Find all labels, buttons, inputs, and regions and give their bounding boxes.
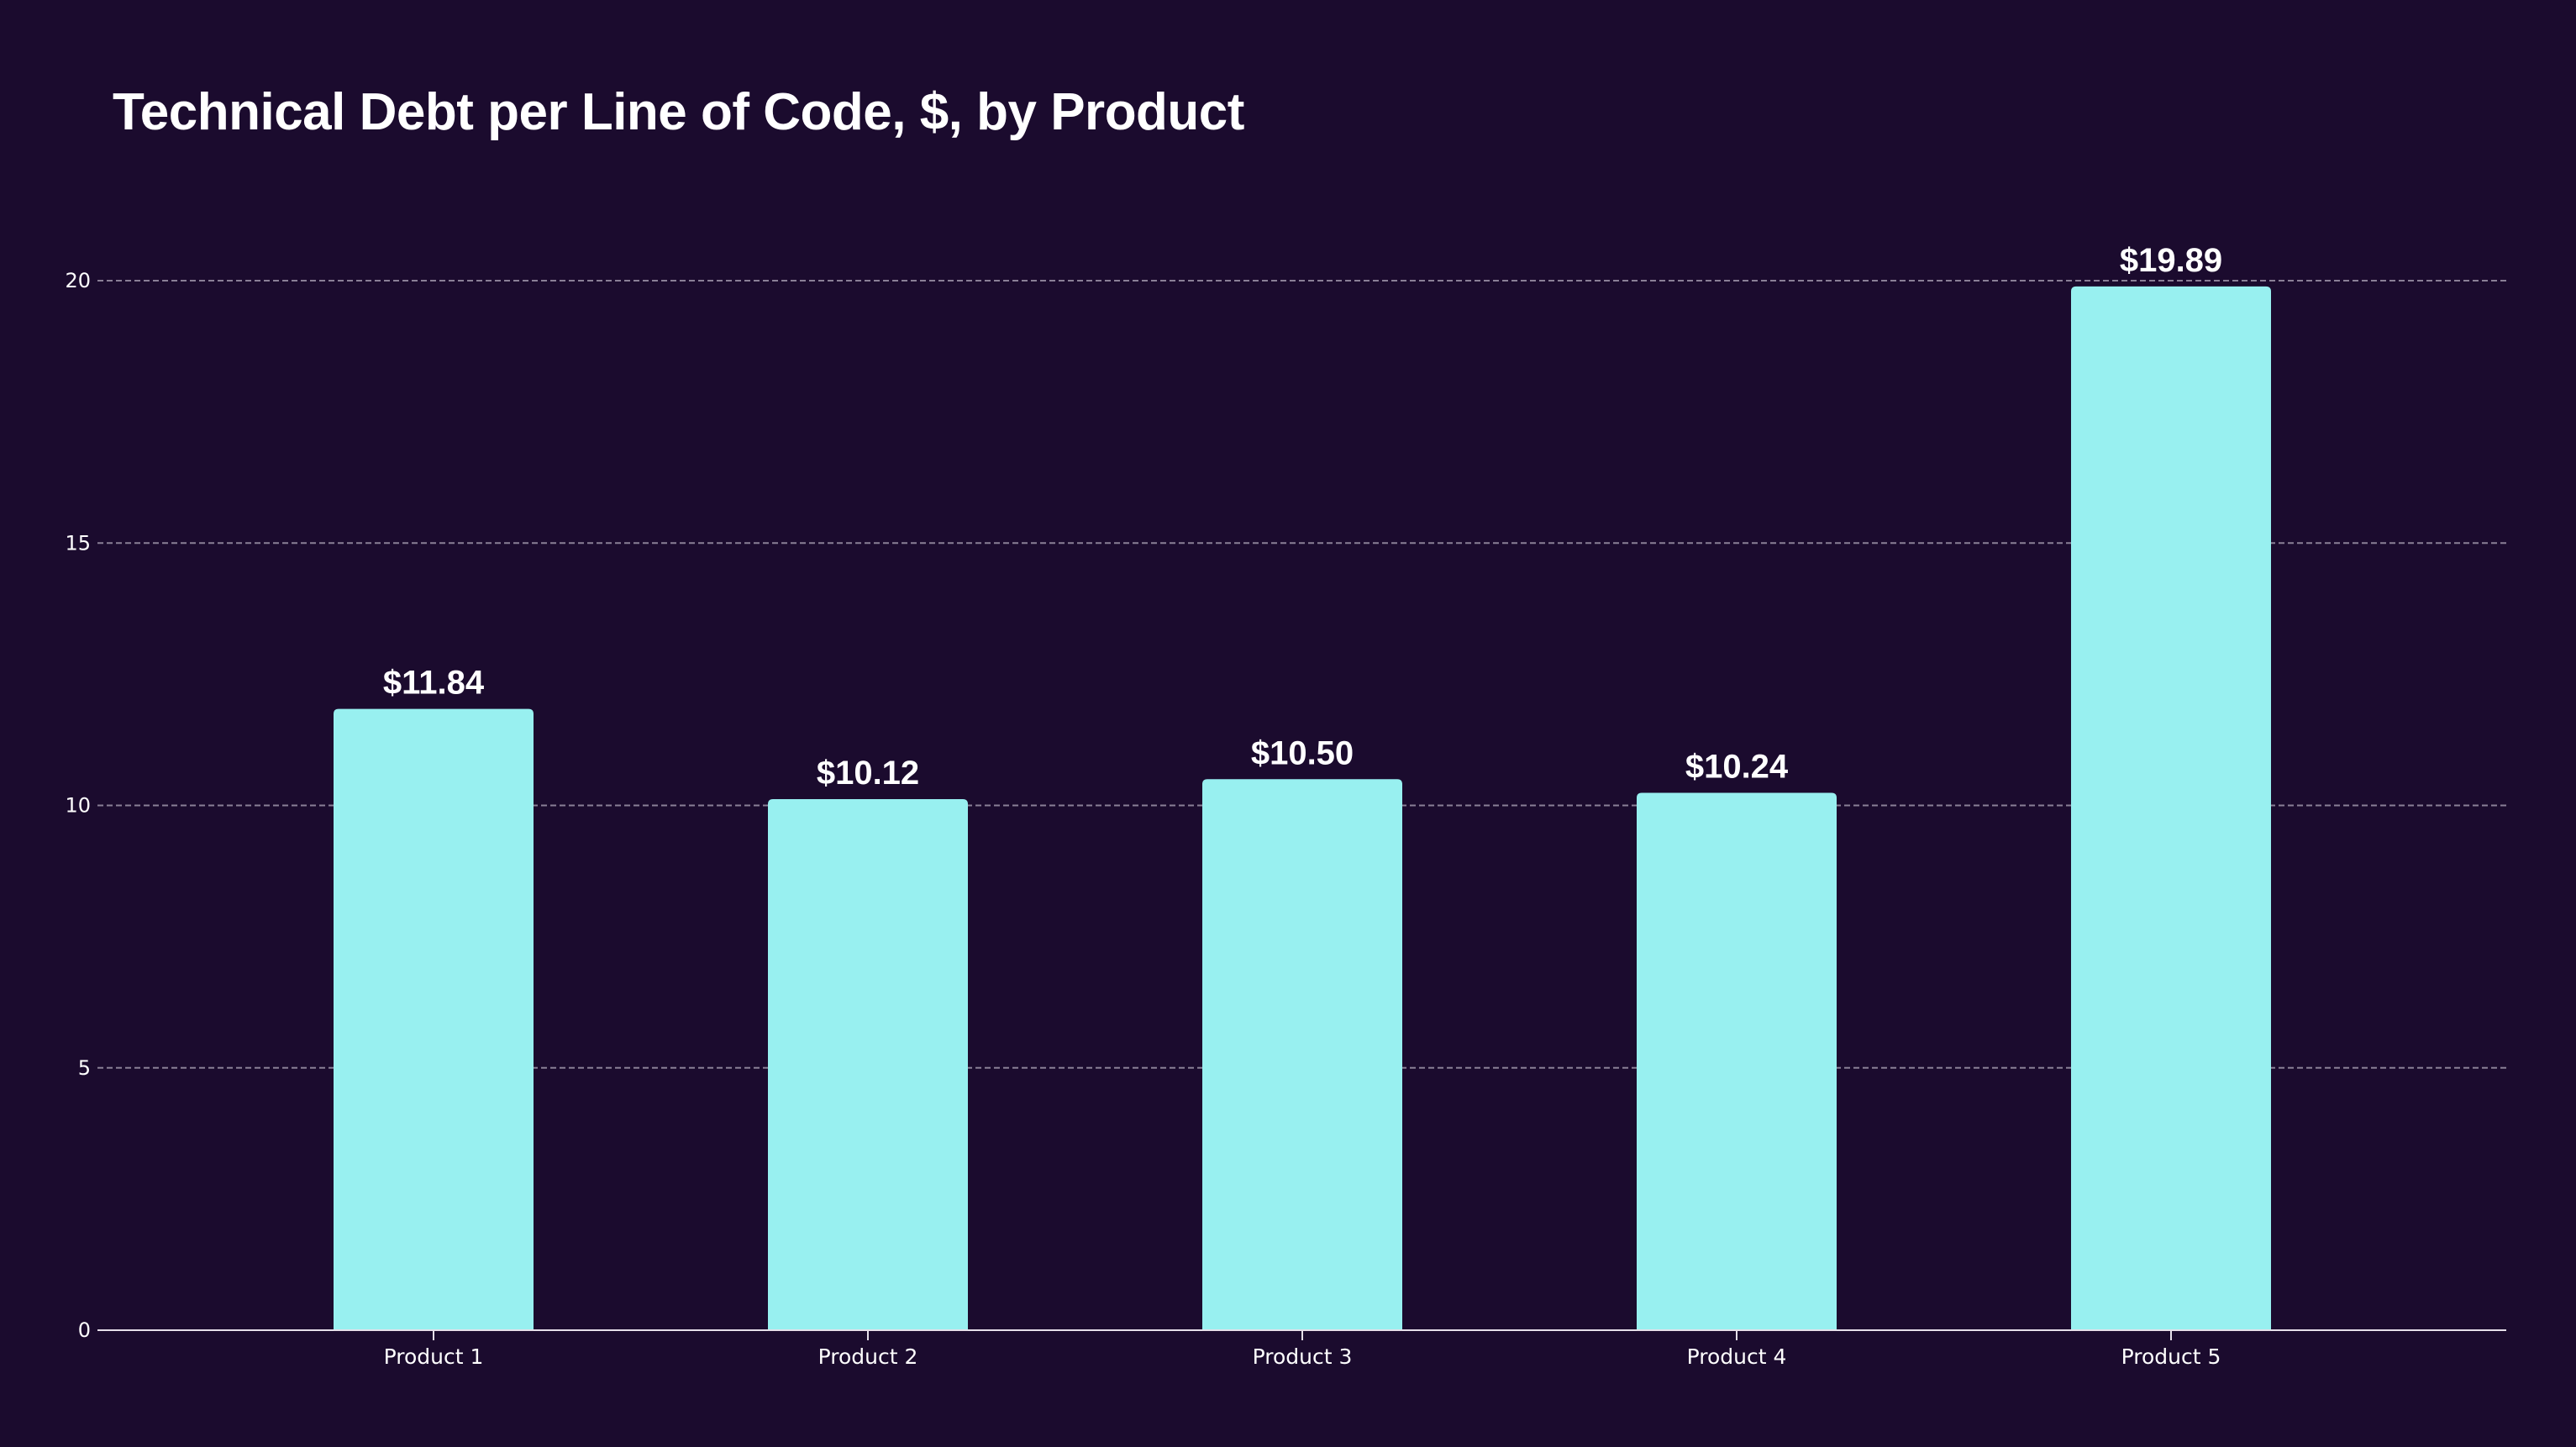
x-tick-label: Product 4 (1687, 1344, 1787, 1369)
bar (334, 708, 534, 1330)
data-label: $19.89 (2120, 242, 2222, 279)
bar (2071, 286, 2271, 1330)
bar (768, 799, 968, 1330)
x-tick-label: Product 3 (1253, 1344, 1353, 1369)
y-axis-ticks: 0 5 10 15 20 (65, 269, 91, 1342)
data-label: $11.84 (383, 665, 485, 702)
bar (1637, 792, 1837, 1330)
y-tick-label: 15 (65, 531, 91, 555)
data-label: $10.24 (1685, 749, 1789, 786)
x-tick-label: Product 2 (818, 1344, 918, 1369)
bars (334, 286, 2271, 1330)
data-labels: $11.84 $10.12 $10.50 $10.24 $19.89 (383, 242, 2222, 792)
x-tick-label: Product 5 (2121, 1344, 2221, 1369)
y-tick-label: 10 (65, 794, 91, 818)
bar (1202, 779, 1402, 1330)
y-tick-label: 0 (78, 1318, 91, 1342)
data-label: $10.50 (1251, 734, 1354, 771)
y-tick-label: 5 (78, 1056, 91, 1080)
chart-title: Technical Debt per Line of Code, $, by P… (113, 83, 1244, 141)
data-label: $10.12 (817, 755, 919, 792)
y-tick-label: 20 (65, 269, 91, 292)
x-tick-label: Product 1 (384, 1344, 484, 1369)
x-axis-ticks: Product 1 Product 2 Product 3 Product 4 Prod… (384, 1330, 2221, 1369)
